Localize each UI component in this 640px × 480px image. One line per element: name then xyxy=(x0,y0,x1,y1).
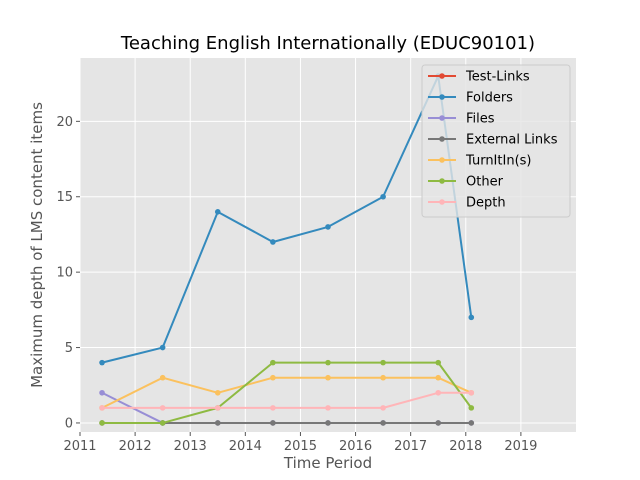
legend-marker xyxy=(439,115,445,121)
data-point xyxy=(159,420,166,426)
legend-label: Test-Links xyxy=(465,70,530,85)
data-point xyxy=(325,224,331,230)
x-tick-label: 2012 xyxy=(119,439,152,454)
x-tick-label: 2018 xyxy=(449,439,482,454)
x-tick-label: 2015 xyxy=(284,439,317,454)
data-point xyxy=(325,405,331,411)
y-tick-label: 0 xyxy=(65,416,73,431)
data-point xyxy=(468,314,475,321)
data-point xyxy=(380,405,386,411)
data-point xyxy=(99,405,105,411)
data-point xyxy=(270,239,276,245)
data-point xyxy=(325,420,331,426)
legend-marker xyxy=(439,94,445,100)
data-point xyxy=(468,420,475,426)
data-point xyxy=(214,420,221,426)
series-line xyxy=(102,391,472,409)
data-point xyxy=(380,374,386,381)
legend-marker xyxy=(439,157,445,163)
data-point xyxy=(435,374,442,381)
data-point xyxy=(214,209,221,215)
data-point xyxy=(270,359,276,366)
data-point xyxy=(214,389,221,396)
data-point xyxy=(468,389,475,396)
x-tick-label: 2016 xyxy=(339,439,372,454)
data-point xyxy=(325,359,331,366)
chart-title: Teaching English Internationally (EDUC90… xyxy=(120,33,535,54)
data-point xyxy=(468,405,475,411)
data-point xyxy=(380,193,386,200)
x-tick-label: 2014 xyxy=(229,439,262,454)
data-point xyxy=(435,420,442,426)
data-point xyxy=(380,420,386,426)
y-ticks: 0 5 10 15 20 xyxy=(56,115,80,431)
legend-marker xyxy=(439,199,445,205)
data-point xyxy=(159,344,166,351)
series-line xyxy=(102,361,473,424)
data-point xyxy=(99,389,105,396)
x-tick-label: 2017 xyxy=(394,439,427,454)
legend-marker xyxy=(439,136,445,142)
x-tick-label: 2013 xyxy=(174,439,207,454)
x-tick-label: 2011 xyxy=(63,439,96,454)
legend-marker xyxy=(439,178,445,184)
series-lines xyxy=(99,73,475,426)
data-point xyxy=(270,405,276,411)
series-line xyxy=(101,376,472,409)
legend: Test-Links Folders Files External Links Turn… xyxy=(421,64,571,218)
data-point xyxy=(270,374,276,381)
data-point xyxy=(325,374,331,381)
legend-label: TurnItIn(s) xyxy=(465,154,531,169)
legend-label: Files xyxy=(466,112,495,127)
y-axis-label: Maximum depth of LMS content items xyxy=(28,102,46,388)
legend-box xyxy=(421,64,571,218)
x-tick-label: 2019 xyxy=(504,439,537,454)
data-point xyxy=(99,359,105,366)
legend-label: Depth xyxy=(466,196,506,211)
y-tick-label: 20 xyxy=(56,115,73,130)
data-point xyxy=(159,374,166,381)
data-point xyxy=(435,359,442,366)
data-point xyxy=(435,389,442,396)
legend-label: External Links xyxy=(466,133,558,148)
y-tick-label: 5 xyxy=(65,341,73,356)
data-point xyxy=(270,420,276,426)
data-point xyxy=(159,405,166,411)
x-axis-label: Time Period xyxy=(283,454,372,472)
y-tick-label: 10 xyxy=(56,266,73,281)
legend-label: Folders xyxy=(466,91,513,106)
data-point xyxy=(214,405,221,411)
y-tick-label: 15 xyxy=(56,190,73,205)
data-point xyxy=(380,359,386,366)
legend-marker xyxy=(439,73,445,79)
legend-label: Other xyxy=(466,175,504,190)
data-point xyxy=(99,420,105,426)
x-ticks: 2011 2012 2013 2014 2015 2016 2017 2018 2019 xyxy=(63,432,537,454)
